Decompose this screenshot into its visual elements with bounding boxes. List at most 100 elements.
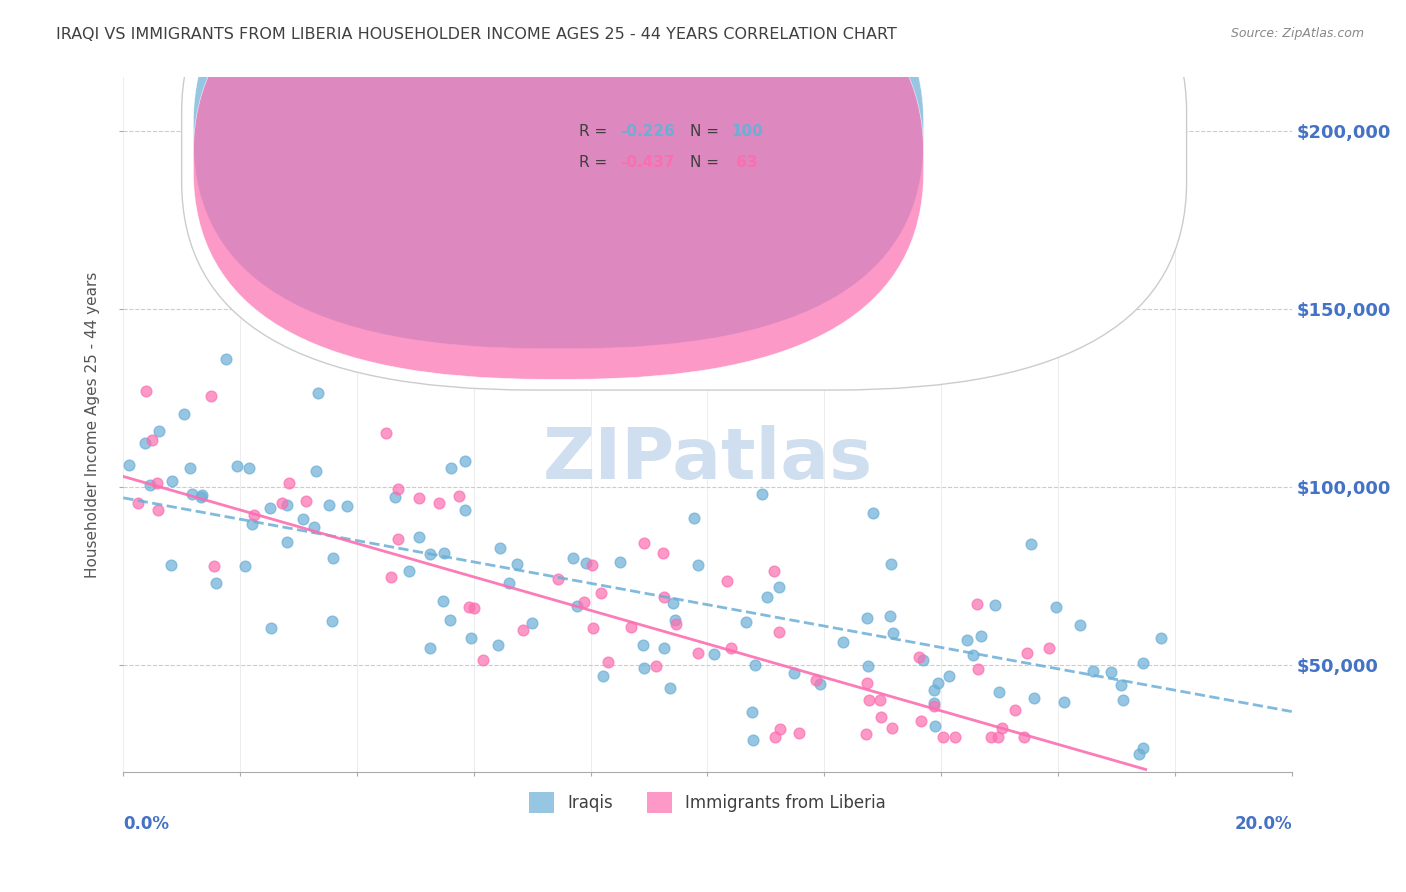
- Immigrants from Liberia: [720, 640, 742, 655]
- Immigrants from Liberia: [645, 658, 668, 673]
- Iraqis: [744, 658, 766, 673]
- Iraqis: [408, 530, 430, 544]
- Text: IRAQI VS IMMIGRANTS FROM LIBERIA HOUSEHOLDER INCOME AGES 25 - 44 YEARS CORRELATI: IRAQI VS IMMIGRANTS FROM LIBERIA HOUSEHO…: [56, 27, 897, 42]
- Immigrants from Liberia: [202, 559, 225, 574]
- Iraqis: [970, 629, 993, 643]
- Iraqis: [1019, 537, 1042, 551]
- Text: R =: R =: [579, 154, 612, 169]
- Immigrants from Liberia: [991, 721, 1014, 735]
- Iraqis: [1150, 631, 1173, 645]
- Iraqis: [633, 661, 655, 675]
- Immigrants from Liberia: [855, 727, 877, 741]
- Text: 0.0%: 0.0%: [124, 815, 169, 833]
- Immigrants from Liberia: [146, 502, 169, 516]
- Iraqis: [440, 460, 463, 475]
- Iraqis: [831, 634, 853, 648]
- Iraqis: [259, 500, 281, 515]
- Iraqis: [1081, 664, 1104, 678]
- Immigrants from Liberia: [449, 489, 471, 503]
- Text: 100: 100: [731, 124, 762, 139]
- Iraqis: [855, 611, 877, 625]
- Immigrants from Liberia: [374, 425, 396, 440]
- Iraqis: [304, 519, 326, 533]
- Iraqis: [454, 454, 477, 468]
- Iraqis: [1053, 695, 1076, 709]
- Iraqis: [307, 385, 329, 400]
- Iraqis: [561, 551, 583, 566]
- Iraqis: [879, 557, 901, 571]
- Iraqis: [962, 648, 984, 662]
- Immigrants from Liberia: [633, 536, 655, 550]
- Immigrants from Liberia: [127, 496, 149, 510]
- Iraqis: [134, 436, 156, 450]
- Text: -0.226: -0.226: [620, 124, 675, 139]
- Immigrants from Liberia: [932, 730, 955, 744]
- Iraqis: [322, 551, 344, 566]
- Iraqis: [148, 424, 170, 438]
- Immigrants from Liberia: [458, 599, 481, 614]
- Immigrants from Liberia: [582, 621, 605, 635]
- Immigrants from Liberia: [869, 709, 891, 723]
- Immigrants from Liberia: [408, 491, 430, 506]
- Iraqis: [238, 461, 260, 475]
- Iraqis: [912, 653, 935, 667]
- Iraqis: [398, 564, 420, 578]
- FancyBboxPatch shape: [181, 0, 1187, 390]
- Immigrants from Liberia: [987, 730, 1010, 744]
- Immigrants from Liberia: [387, 533, 409, 547]
- Iraqis: [118, 458, 141, 473]
- Iraqis: [439, 613, 461, 627]
- Iraqis: [305, 464, 328, 478]
- Immigrants from Liberia: [769, 723, 792, 737]
- Iraqis: [567, 599, 589, 613]
- Immigrants from Liberia: [581, 558, 603, 573]
- Iraqis: [1132, 740, 1154, 755]
- Text: R =: R =: [579, 124, 612, 139]
- Immigrants from Liberia: [619, 620, 641, 634]
- Immigrants from Liberia: [572, 595, 595, 609]
- Iraqis: [938, 669, 960, 683]
- Iraqis: [179, 461, 201, 475]
- Immigrants from Liberia: [1012, 730, 1035, 744]
- Iraqis: [882, 625, 904, 640]
- Immigrants from Liberia: [200, 389, 222, 403]
- Immigrants from Liberia: [856, 676, 879, 690]
- Iraqis: [190, 488, 212, 502]
- Immigrants from Liberia: [980, 730, 1002, 744]
- Iraqis: [783, 666, 806, 681]
- Iraqis: [879, 608, 901, 623]
- Immigrants from Liberia: [763, 730, 786, 744]
- Immigrants from Liberia: [1015, 646, 1038, 660]
- Immigrants from Liberia: [277, 475, 299, 490]
- Text: N =: N =: [690, 124, 724, 139]
- Iraqis: [215, 351, 238, 366]
- Text: N =: N =: [690, 154, 724, 169]
- Iraqis: [659, 681, 682, 695]
- Iraqis: [432, 594, 454, 608]
- Iraqis: [276, 535, 298, 549]
- Iraqis: [159, 558, 181, 573]
- Iraqis: [225, 458, 247, 473]
- Iraqis: [592, 669, 614, 683]
- Iraqis: [1024, 690, 1046, 705]
- Text: 20.0%: 20.0%: [1234, 815, 1292, 833]
- Iraqis: [432, 545, 454, 559]
- Iraqis: [418, 640, 440, 655]
- Iraqis: [862, 507, 884, 521]
- Iraqis: [609, 555, 631, 569]
- Immigrants from Liberia: [688, 646, 710, 660]
- Legend: Iraqis, Immigrants from Liberia: Iraqis, Immigrants from Liberia: [523, 786, 893, 820]
- Iraqis: [956, 633, 979, 648]
- Immigrants from Liberia: [427, 496, 450, 510]
- Iraqis: [741, 706, 763, 720]
- FancyBboxPatch shape: [194, 0, 924, 379]
- Iraqis: [856, 659, 879, 673]
- Iraqis: [1132, 657, 1154, 671]
- Immigrants from Liberia: [762, 564, 785, 578]
- Iraqis: [180, 487, 202, 501]
- Iraqis: [575, 556, 598, 570]
- Immigrants from Liberia: [146, 475, 169, 490]
- Iraqis: [173, 407, 195, 421]
- Immigrants from Liberia: [716, 574, 738, 589]
- Immigrants from Liberia: [1004, 703, 1026, 717]
